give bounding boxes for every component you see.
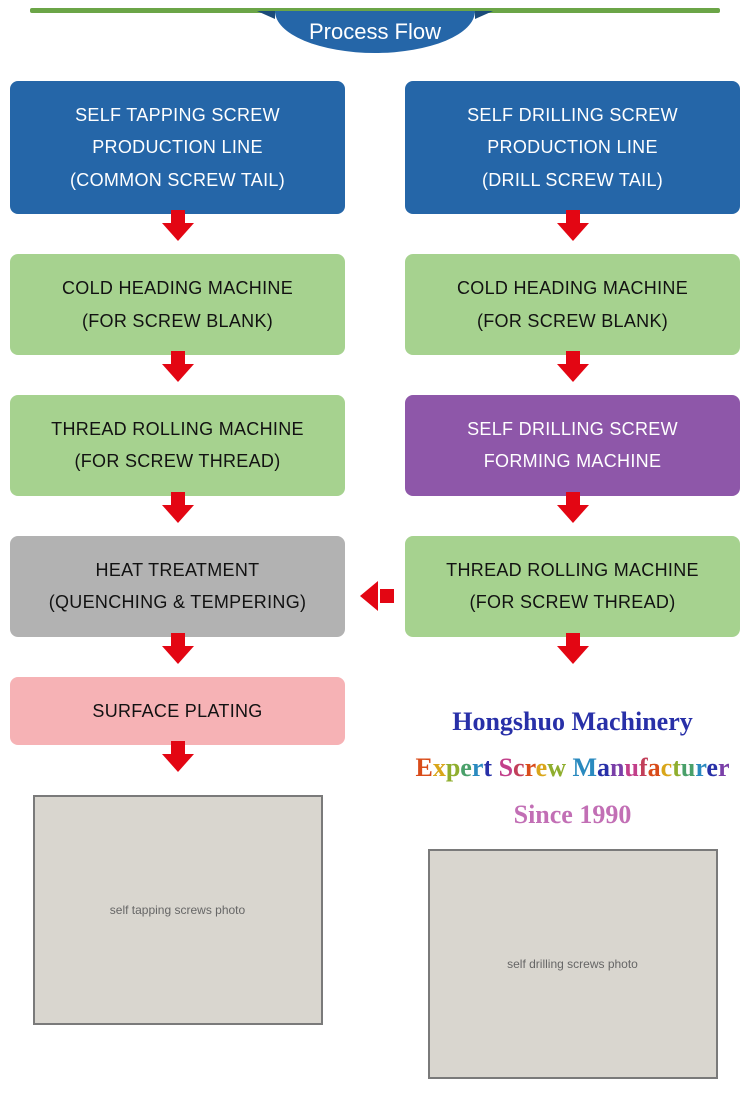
product-photo: self tapping screws photo [33,795,323,1025]
right-node-0: SELF DRILLING SCREWPRODUCTION LINE(DRILL… [405,81,740,214]
left-node-4: SURFACE PLATING [10,677,345,745]
brand-text: Hongshuo MachineryExpert Screw Manufactu… [411,677,733,839]
left-node-3: HEAT TREATMENT(QUENCHING & TEMPERING) [10,536,345,637]
left-node-1: COLD HEADING MACHINE(FOR SCREW BLANK) [10,254,345,355]
right-node-3: THREAD ROLLING MACHINE(FOR SCREW THREAD) [405,536,740,637]
left-node-0: SELF TAPPING SCREWPRODUCTION LINE(COMMON… [10,81,345,214]
arrow-left-icon [360,581,394,611]
right-node-2: SELF DRILLING SCREWFORMING MACHINE [405,395,740,496]
columns: SELF TAPPING SCREWPRODUCTION LINE(COMMON… [0,63,750,1079]
process-flow-diagram: Process Flow SELF TAPPING SCREWPRODUCTIO… [0,8,750,1110]
right-node-1: COLD HEADING MACHINE(FOR SCREW BLANK) [405,254,740,355]
product-photo: self drilling screws photo [428,849,718,1079]
left-column: SELF TAPPING SCREWPRODUCTION LINE(COMMON… [10,81,345,1079]
left-node-2: THREAD ROLLING MACHINE(FOR SCREW THREAD) [10,395,345,496]
right-column: SELF DRILLING SCREWPRODUCTION LINE(DRILL… [405,81,740,1079]
title-banner: Process Flow [275,11,475,53]
banner-wrap: Process Flow [0,13,750,63]
